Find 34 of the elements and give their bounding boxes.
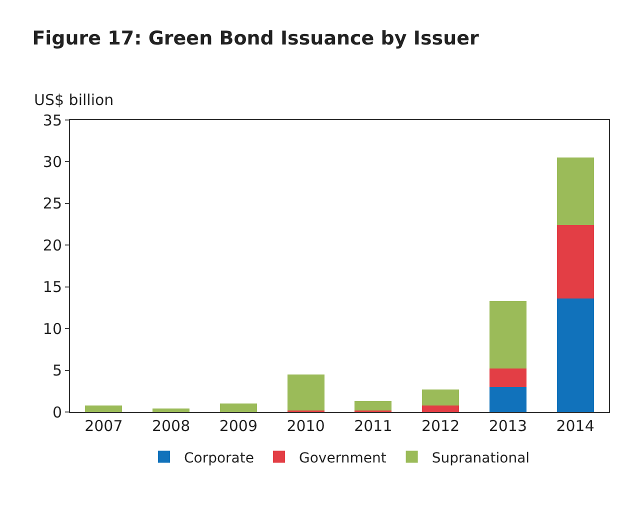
y-tick-label: 5 [52, 362, 62, 380]
bar [220, 404, 257, 412]
x-tick-label: 2009 [219, 417, 258, 435]
bar [556, 225, 594, 299]
bar [422, 405, 460, 412]
bar [152, 408, 190, 412]
bar [354, 401, 392, 410]
bar [85, 405, 122, 412]
x-tick-label: 2011 [354, 417, 392, 435]
x-tick-label: 2010 [286, 417, 325, 435]
bar [287, 374, 324, 410]
y-tick-label: 20 [42, 236, 62, 254]
y-tick-label: 15 [42, 278, 62, 296]
legend-label: Supranational [432, 450, 530, 466]
y-tick-label: 35 [42, 111, 62, 130]
legend-label: Corporate [184, 450, 254, 466]
bar [489, 386, 526, 412]
y-tick-label: 30 [42, 152, 62, 171]
x-tick-label: 2012 [421, 417, 460, 435]
x-tick-label: 2013 [488, 417, 528, 435]
x-tick-label: 2008 [152, 417, 190, 435]
y-tick-label: 25 [42, 194, 62, 213]
bar [489, 301, 526, 369]
y-axis-title: US$ billion [34, 91, 114, 109]
legend-label: Government [299, 450, 387, 466]
bar [489, 368, 526, 387]
y-tick-label: 10 [42, 320, 62, 338]
bar [556, 298, 594, 412]
y-tick-label: 0 [52, 403, 62, 422]
x-tick-label: 2007 [84, 417, 123, 435]
bar [556, 158, 594, 226]
x-tick-label: 2014 [556, 417, 594, 435]
bar [422, 389, 460, 406]
chart-title: Figure 17: Green Bond Issuance by Issuer [32, 28, 480, 50]
